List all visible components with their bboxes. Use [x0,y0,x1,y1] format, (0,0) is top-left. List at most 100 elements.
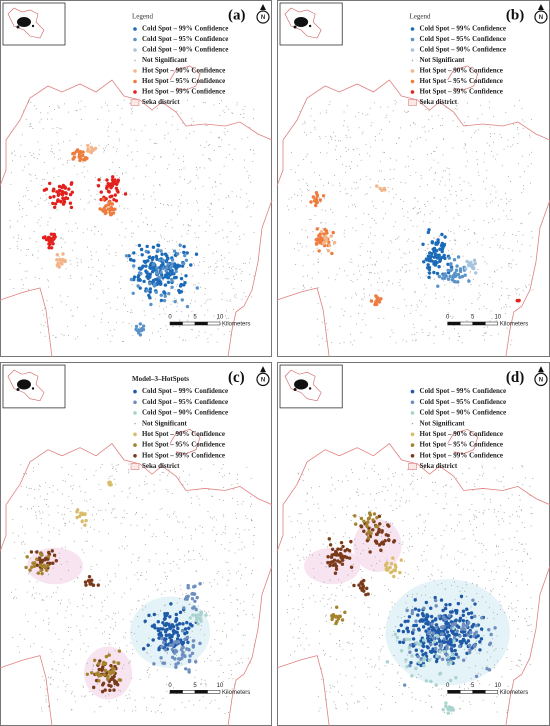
not-significant-point [61,599,62,601]
scale-tick-label: 10 [217,683,224,689]
hotspot-point [424,600,429,605]
not-significant-point [223,516,225,518]
not-significant-point [467,102,469,104]
not-significant-point [355,292,357,294]
not-significant-point [334,279,336,281]
not-significant-point [303,131,305,133]
not-significant-point [309,531,311,533]
not-significant-point [510,199,512,201]
not-significant-point [102,633,103,635]
not-significant-point [57,105,59,107]
hotspot-point [61,252,65,256]
hotspot-point [139,247,144,252]
not-significant-point [306,182,308,184]
hotspot-point [106,674,110,678]
not-significant-point [334,140,336,141]
not-significant-point [375,222,377,224]
not-significant-point [403,552,405,554]
not-significant-point [492,155,494,157]
not-significant-point [129,194,131,196]
not-significant-point [88,266,90,268]
not-significant-point [403,315,405,317]
district-boundary [0,65,273,358]
not-significant-point [112,468,113,470]
not-significant-point [325,112,327,114]
not-significant-point [288,209,290,211]
not-significant-point [87,246,88,248]
not-significant-point [119,188,121,190]
hotspot-point [339,540,344,545]
not-significant-point [40,324,42,326]
not-significant-point [495,544,497,546]
scale-tick-label: 0 [168,315,172,321]
not-significant-point [444,485,446,487]
not-significant-point [253,153,255,155]
hotspot-point [466,620,471,625]
not-significant-point [508,498,510,500]
inset-points [31,24,35,28]
not-significant-point [104,184,106,186]
not-significant-point [92,266,94,268]
not-significant-point [350,650,352,652]
not-significant-point [428,334,430,336]
not-significant-point [176,310,178,312]
not-significant-point [104,599,106,601]
not-significant-point [310,583,312,585]
not-significant-point [531,237,533,239]
not-significant-point [226,636,228,638]
not-significant-point [467,116,469,118]
not-significant-point [419,186,421,187]
not-significant-point [433,237,435,239]
not-significant-point [362,223,364,225]
hotspot-point [38,552,43,556]
scale-bar [182,690,196,694]
not-significant-point [299,637,301,639]
not-significant-point [489,656,491,658]
not-significant-point [206,611,208,613]
not-significant-point [232,210,234,212]
not-significant-point [498,204,500,206]
not-significant-point [84,325,86,327]
not-significant-point [461,473,463,475]
not-significant-point [163,273,165,275]
not-significant-point [343,270,345,272]
not-significant-point [135,140,137,142]
hotspot-point [408,650,412,655]
not-significant-point [166,676,168,678]
hotspot-point [181,650,185,655]
not-significant-point [297,195,299,196]
hotspot-point [159,270,163,275]
not-significant-point [483,305,485,307]
not-significant-point [215,186,217,188]
not-significant-point [225,315,227,317]
hotspot-point [411,637,416,641]
not-significant-point [384,665,386,667]
not-significant-point [21,238,23,240]
not-significant-point [494,467,496,469]
not-significant-point [346,506,348,508]
not-significant-point [328,182,330,184]
not-significant-point [442,280,444,282]
not-significant-point [168,252,170,254]
not-significant-point [431,128,433,129]
hotspot-point [194,660,198,664]
not-significant-point [60,602,61,604]
hotspot-point [411,631,415,635]
scale-tick-label: 10 [494,315,501,321]
hotspot-point [339,547,343,551]
not-significant-point [112,466,114,468]
not-significant-point [225,561,227,563]
not-significant-point [59,557,61,559]
not-significant-point [45,194,47,195]
not-significant-point [431,534,433,536]
not-significant-point [146,709,148,711]
not-significant-point [380,170,382,172]
hotspot-point [69,182,74,186]
not-significant-point [343,125,345,126]
not-significant-point [297,554,299,556]
not-significant-point [20,464,22,466]
not-significant-point [491,237,493,239]
hotspot-point [430,241,435,245]
not-significant-point [23,284,25,286]
not-significant-point [189,636,191,638]
